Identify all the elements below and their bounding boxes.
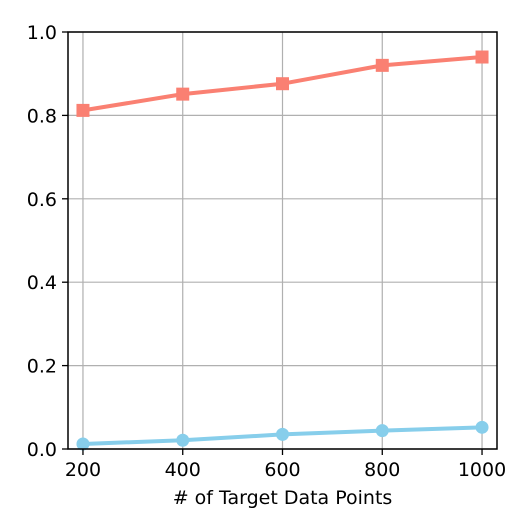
data-point-circle (76, 437, 90, 451)
x-tick-label: 600 (264, 459, 300, 481)
data-point-square (76, 103, 90, 117)
y-tick-label: 0.2 (27, 356, 57, 378)
y-tick-label: 0.6 (27, 189, 57, 211)
grid-layer (68, 31, 497, 450)
data-point-circle (375, 424, 389, 438)
data-point-circle (475, 420, 489, 434)
y-tick-label: 0.4 (27, 272, 57, 294)
data-point-circle (176, 433, 190, 447)
data-point-square (375, 58, 389, 72)
data-point-square (475, 50, 489, 64)
y-tick-label: 0.8 (27, 105, 57, 127)
ticks-layer: 200 400 600 800 1000 0.0 0.2 0.4 0.6 0.8 1.0 (27, 22, 506, 481)
series-layer (76, 50, 489, 451)
x-tick-label: 200 (65, 459, 101, 481)
x-axis-label: # of Target Data Points (173, 487, 393, 509)
data-point-circle (276, 427, 289, 441)
x-tick-label: 800 (364, 459, 400, 481)
x-tick-label: 1000 (458, 459, 506, 481)
data-point-square (176, 87, 190, 101)
data-point-square (276, 77, 289, 91)
y-tick-label: 1.0 (27, 22, 57, 44)
x-tick-label: 400 (165, 459, 201, 481)
y-tick-label: 0.0 (27, 439, 57, 461)
